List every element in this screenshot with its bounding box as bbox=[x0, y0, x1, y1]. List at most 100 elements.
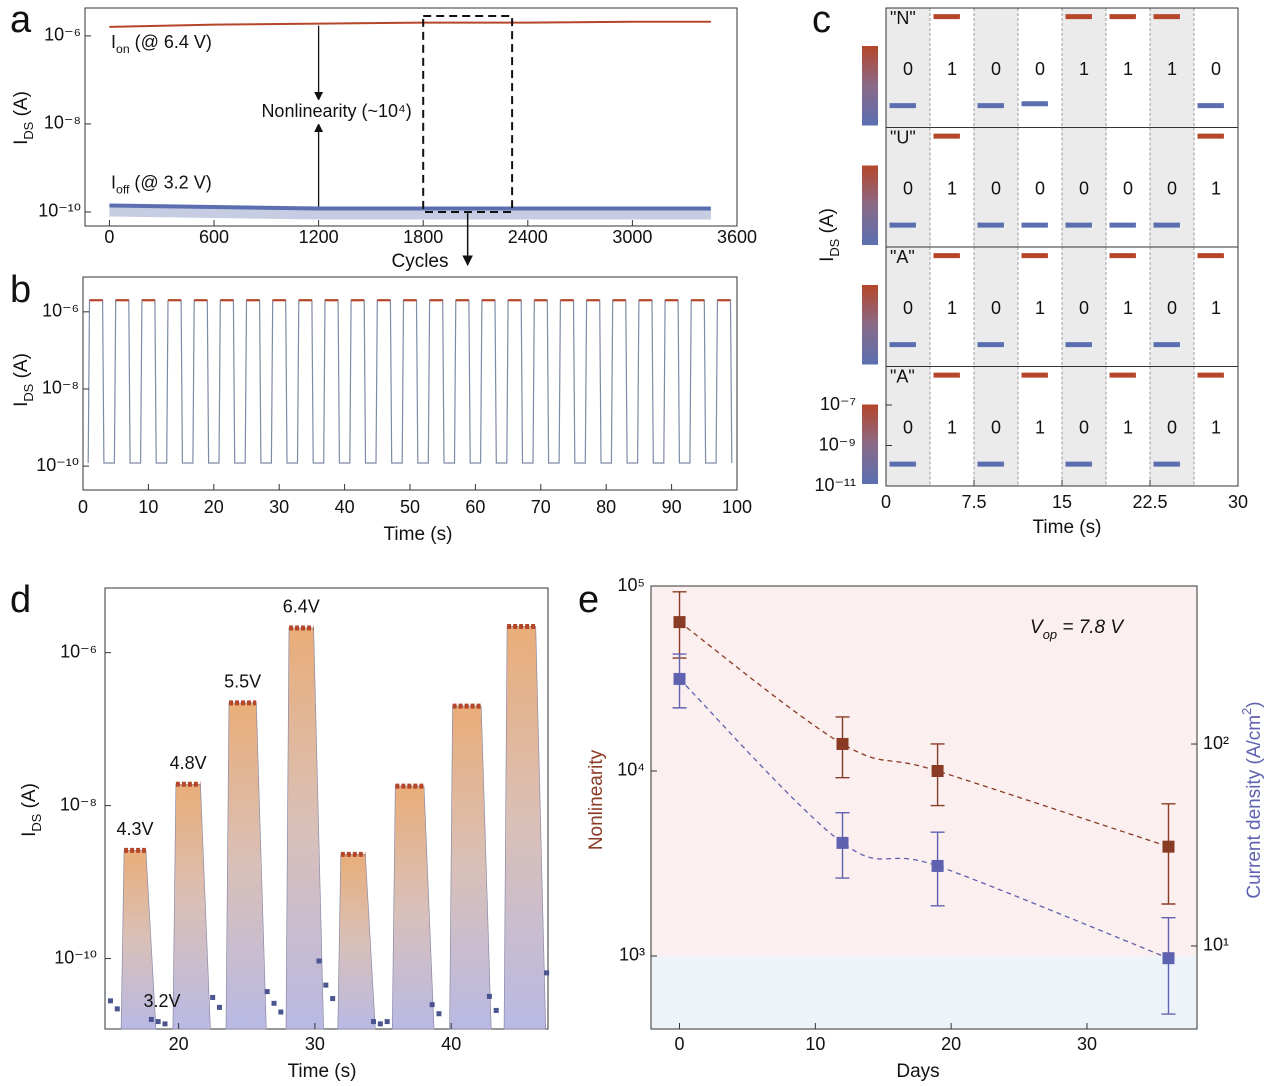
bit-label: 1 bbox=[1123, 417, 1133, 437]
off-point bbox=[278, 1009, 284, 1015]
y-axis-label-part: I bbox=[817, 257, 838, 262]
y-tick-label: 10⁻¹⁰ bbox=[54, 947, 97, 967]
y-axis-label: IDS (A) bbox=[19, 783, 44, 837]
pulse-area bbox=[120, 849, 157, 1030]
x-tick-label: 100 bbox=[722, 497, 752, 517]
bit-label: 0 bbox=[903, 178, 913, 198]
letter-bg bbox=[888, 128, 926, 149]
y-tick-label: 10⁻¹⁰ bbox=[36, 455, 79, 475]
bit-label: 0 bbox=[1035, 178, 1045, 198]
bit-label: 0 bbox=[1167, 178, 1177, 198]
off-point bbox=[377, 1021, 383, 1027]
pulse-label: 4.3V bbox=[116, 819, 153, 839]
point bbox=[673, 616, 686, 629]
series-label-part: on bbox=[116, 42, 130, 56]
series-line bbox=[109, 20, 711, 28]
bit-label: 0 bbox=[1123, 178, 1133, 198]
x-tick-label: 2400 bbox=[508, 227, 548, 247]
bit-label: 0 bbox=[1035, 59, 1045, 79]
x-tick-label: 20 bbox=[204, 497, 224, 517]
fit-curve bbox=[679, 621, 1169, 848]
y-axis-label-part: (A) bbox=[817, 208, 838, 239]
off-point bbox=[155, 1019, 161, 1025]
y-axis-label: IDS (A) bbox=[817, 208, 842, 262]
off-point bbox=[323, 982, 329, 988]
series-label-part: I bbox=[111, 32, 116, 52]
x-tick-label: 10 bbox=[805, 1034, 825, 1054]
slot-shade bbox=[1150, 8, 1194, 128]
y-tick-label: 10⁻⁸ bbox=[44, 113, 81, 133]
x-tick-label: 15 bbox=[1052, 492, 1072, 512]
pulse-label: 4.8V bbox=[170, 753, 207, 773]
bit-label: 0 bbox=[1079, 417, 1089, 437]
bit-label: 1 bbox=[1035, 298, 1045, 318]
y-tick-label: 10⁵ bbox=[618, 575, 645, 595]
y-tick-label: 10⁻⁸ bbox=[42, 378, 79, 398]
off-point bbox=[436, 1011, 442, 1017]
off-point bbox=[114, 1006, 120, 1012]
y-tick-label: 10⁻⁸ bbox=[60, 794, 97, 814]
bit-label: 0 bbox=[991, 178, 1001, 198]
y-tick-label: 10⁻⁹ bbox=[819, 434, 856, 454]
x-axis-label: Time (s) bbox=[384, 524, 453, 545]
bit-label: 1 bbox=[1211, 178, 1221, 198]
x-axis-label: Time (s) bbox=[288, 1061, 357, 1082]
bit-label: 1 bbox=[1123, 59, 1133, 79]
y-tick-label: 10⁻⁶ bbox=[42, 301, 79, 321]
y-tick-label: 10⁻⁶ bbox=[44, 25, 81, 45]
bit-label: 0 bbox=[903, 298, 913, 318]
x-tick-label: 70 bbox=[531, 497, 551, 517]
y-axis-label-part: (A) bbox=[19, 783, 40, 814]
panel-letter: b bbox=[10, 269, 31, 311]
y-tick-label: 10⁴ bbox=[617, 760, 645, 780]
bit-label: 0 bbox=[1211, 59, 1221, 79]
y-axis-label: Nonlinearity bbox=[586, 749, 607, 850]
off-label: 3.2V bbox=[143, 991, 180, 1011]
series-line bbox=[109, 203, 711, 211]
y-axis-label-part: I bbox=[11, 402, 32, 407]
x-tick-label: 0 bbox=[104, 227, 114, 247]
y-axis-label-part: DS bbox=[827, 238, 842, 256]
y-axis-label-part: I bbox=[11, 140, 32, 145]
y-axis-label-part: DS bbox=[21, 121, 36, 139]
bit-label: 0 bbox=[903, 417, 913, 437]
error-bar bbox=[1161, 917, 1176, 1015]
off-point bbox=[210, 994, 216, 1000]
x-tick-label: 30 bbox=[269, 497, 289, 517]
x-tick-label: 10 bbox=[138, 497, 158, 517]
x-axis-label: Cycles bbox=[391, 251, 448, 272]
y-tick-label: 10⁻⁶ bbox=[60, 641, 97, 661]
series-label-part: off bbox=[116, 183, 130, 197]
background-band bbox=[651, 955, 1197, 1029]
point bbox=[1162, 952, 1175, 965]
x-tick-label: 40 bbox=[335, 497, 355, 517]
x-tick-label: 3600 bbox=[717, 227, 757, 247]
row-letter: "A" bbox=[890, 247, 915, 267]
x-axis-label: Time (s) bbox=[1033, 517, 1102, 538]
y-tick-label: 10¹ bbox=[1203, 935, 1229, 955]
highlight-box bbox=[422, 15, 514, 213]
x-tick-label: 90 bbox=[662, 497, 682, 517]
bit-label: 1 bbox=[1167, 59, 1177, 79]
y2-axis-label-part: ) bbox=[1244, 701, 1265, 707]
slot-shade bbox=[1062, 8, 1106, 128]
panel-letter: c bbox=[812, 0, 831, 41]
x-tick-label: 30 bbox=[305, 1034, 325, 1054]
y-tick-label: 10² bbox=[1203, 733, 1229, 753]
y-axis-label-part: DS bbox=[29, 813, 44, 831]
letter-bg bbox=[888, 9, 926, 29]
series-line bbox=[87, 299, 733, 464]
pulse-area bbox=[225, 702, 267, 1030]
x-tick-label: 20 bbox=[169, 1034, 189, 1054]
off-point bbox=[384, 1019, 390, 1025]
off-point bbox=[330, 996, 336, 1002]
pulse-area bbox=[337, 854, 376, 1030]
x-tick-label: 22.5 bbox=[1132, 492, 1167, 512]
colorbar bbox=[862, 165, 878, 245]
series-label: Ioff (@ 3.2 V) bbox=[111, 172, 212, 196]
bit-label: 1 bbox=[1211, 417, 1221, 437]
letter-bg bbox=[888, 367, 926, 388]
bit-label: 0 bbox=[991, 417, 1001, 437]
y-axis-label: IDS (A) bbox=[11, 353, 36, 407]
